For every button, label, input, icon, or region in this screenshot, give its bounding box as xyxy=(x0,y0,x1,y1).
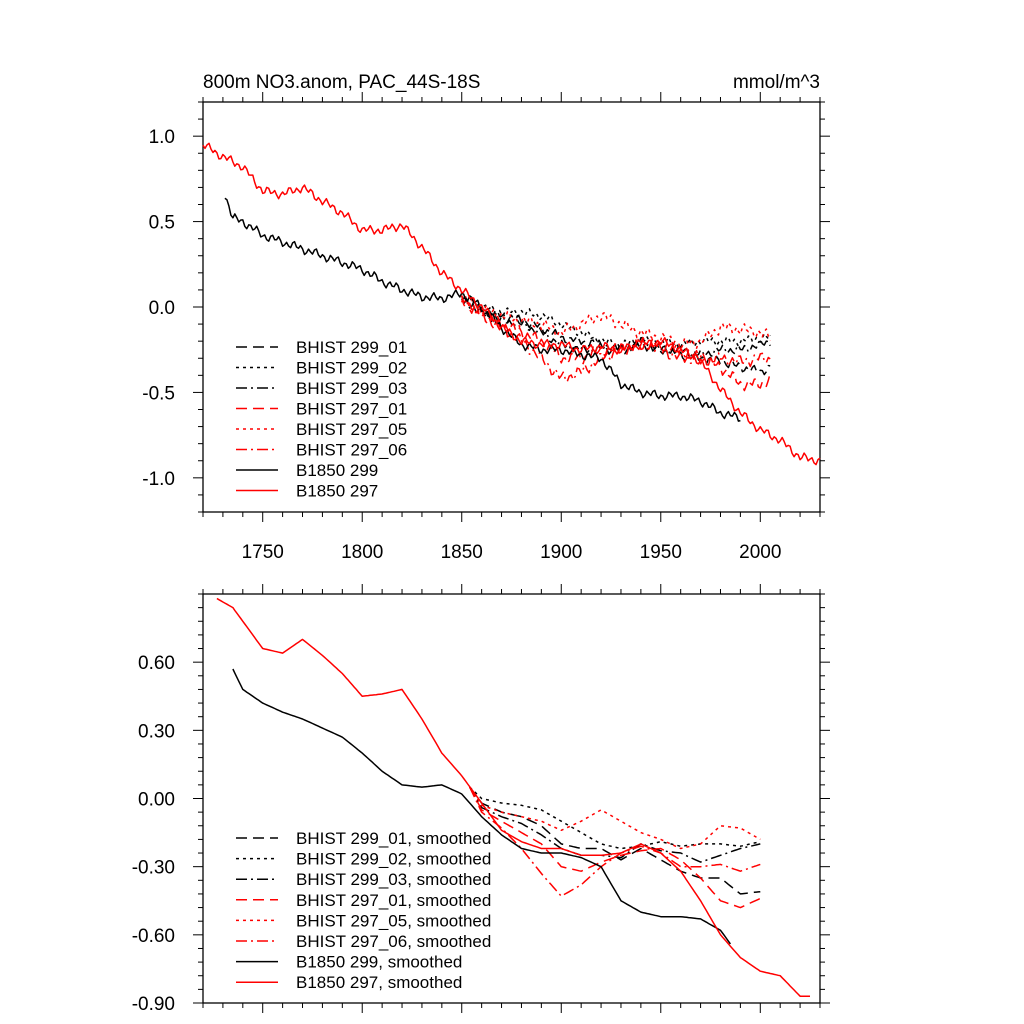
y-tick-label: 0.60 xyxy=(138,653,175,674)
y-tick-label: 0.5 xyxy=(149,213,175,234)
y-axis: -1.0 -0.5 0.0 0.5 1.0 xyxy=(142,101,830,513)
series-group xyxy=(202,142,821,466)
series-line-5 xyxy=(469,786,761,850)
legend-label: B1850 299 xyxy=(296,461,378,480)
y-tick-label: 0.0 xyxy=(149,298,175,319)
series-line-5 xyxy=(460,295,771,350)
legend: BHIST 299_01, smoothed BHIST 299_02, smoo… xyxy=(236,829,491,992)
series-line-1 xyxy=(461,298,771,376)
legend-label: B1850 297, smoothed xyxy=(296,973,462,992)
x-tick-label: 1750 xyxy=(242,542,284,563)
x-tick-label: 1850 xyxy=(441,542,483,563)
legend-label: BHIST 297_06 xyxy=(296,441,407,460)
series-line-8 xyxy=(202,142,821,466)
y-tick-label: -0.60 xyxy=(132,926,175,947)
y-tick-label: -0.30 xyxy=(132,858,175,879)
legend-label: BHIST 299_03 xyxy=(296,379,407,398)
legend-label: BHIST 299_01, smoothed xyxy=(296,829,491,848)
series-line-3 xyxy=(469,786,761,863)
series-line-2 xyxy=(461,296,771,350)
series-line-4 xyxy=(469,786,761,909)
series-group xyxy=(216,597,810,997)
bottom-chart: -0.90 -0.60 -0.30 0.00 0.30 0.60 BHIST 299_01,… xyxy=(132,584,830,1015)
units-label: mmol/m^3 xyxy=(733,72,820,93)
top-chart: 800m NO3.anom, PAC_44S-18S mmol/m^3 1750… xyxy=(142,72,830,563)
series-line-4 xyxy=(460,295,771,392)
series-line-1 xyxy=(469,786,761,895)
x-tick-label: 2000 xyxy=(739,542,781,563)
x-axis: 1750 1800 1850 1900 1950 2000 xyxy=(202,92,821,563)
y-tick-label: -0.5 xyxy=(142,383,175,404)
series-line-6 xyxy=(469,786,761,897)
y-tick-label: 0.00 xyxy=(138,790,175,811)
series-line-7 xyxy=(232,668,732,945)
x-tick-label: 1950 xyxy=(640,542,682,563)
x-tick-label: 1900 xyxy=(540,542,582,563)
legend-label: BHIST 297_01 xyxy=(296,400,407,419)
legend-label: BHIST 297_05 xyxy=(296,420,407,439)
y-tick-label: 0.30 xyxy=(138,721,175,742)
series-line-3 xyxy=(461,296,771,358)
legend-label: BHIST 299_03, smoothed xyxy=(296,870,491,889)
y-tick-label: -1.0 xyxy=(142,469,175,490)
y-axis: -0.90 -0.60 -0.30 0.00 0.30 0.60 xyxy=(132,593,830,1015)
legend-label: B1850 297 xyxy=(296,482,378,501)
legend-label: BHIST 299_02, smoothed xyxy=(296,850,491,869)
legend-label: BHIST 299_01 xyxy=(296,338,407,357)
y-tick-label: -0.90 xyxy=(132,994,175,1015)
y-tick-label: 1.0 xyxy=(149,127,175,148)
x-axis xyxy=(202,584,821,1013)
series-line-7 xyxy=(224,197,741,422)
legend-label: BHIST 297_05, smoothed xyxy=(296,911,491,930)
series-line-8 xyxy=(216,597,810,997)
legend-label: BHIST 299_02 xyxy=(296,359,407,378)
x-tick-label: 1800 xyxy=(341,542,383,563)
legend-label: BHIST 297_01, smoothed xyxy=(296,891,491,910)
chart-title: 800m NO3.anom, PAC_44S-18S xyxy=(203,72,480,93)
legend-label: B1850 299, smoothed xyxy=(296,953,462,972)
legend-label: BHIST 297_06, smoothed xyxy=(296,932,491,951)
